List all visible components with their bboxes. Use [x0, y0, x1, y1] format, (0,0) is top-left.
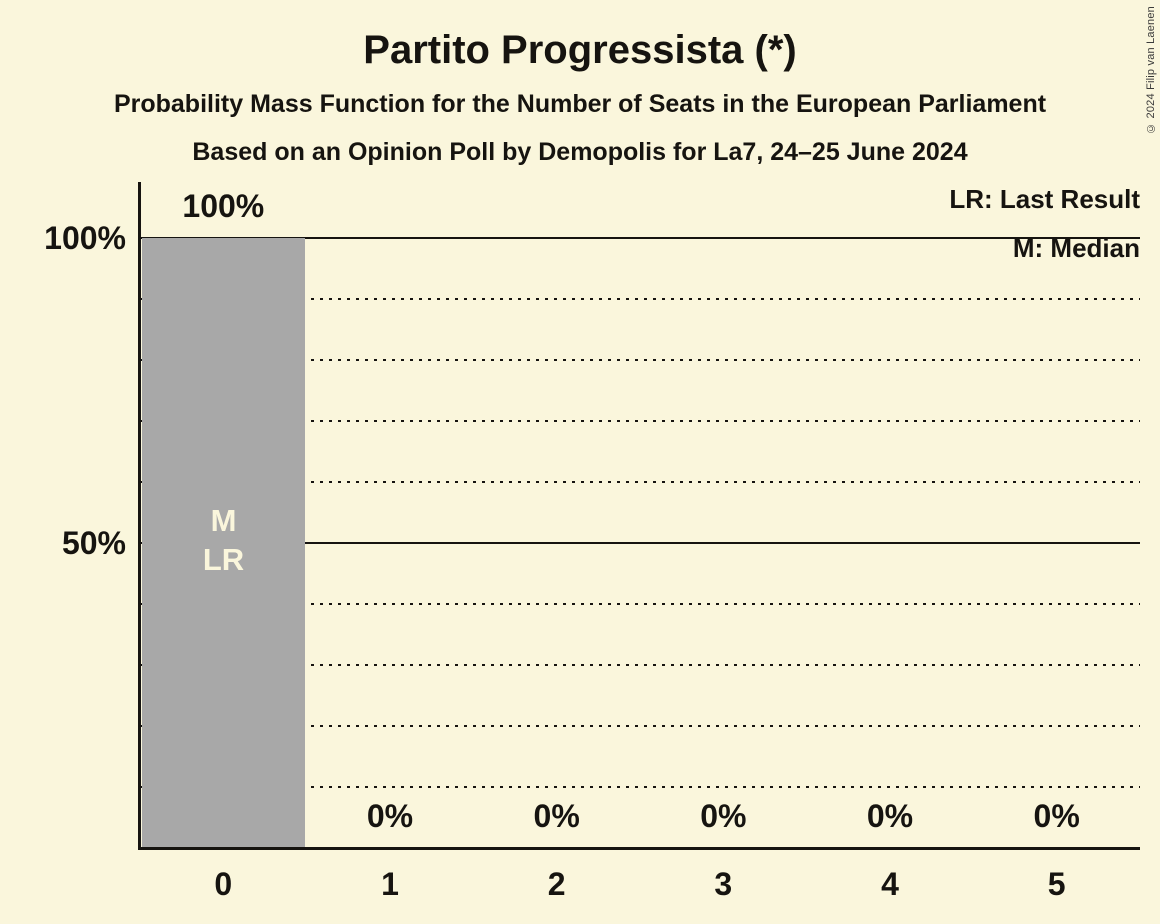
y-axis-line — [138, 182, 141, 850]
chart-subtitle-2: Based on an Opinion Poll by Demopolis fo… — [192, 138, 968, 166]
bar-annotation-m: M — [210, 502, 237, 538]
copyright-notice: © 2024 Filip van Laenen — [1145, 6, 1157, 134]
bar-value-label-5: 0% — [1033, 798, 1080, 834]
gridline-dotted-90 — [140, 298, 1140, 300]
x-axis-line — [138, 847, 1140, 850]
x-tick-label-5: 5 — [1047, 866, 1066, 902]
bar-value-label-3: 0% — [700, 798, 747, 834]
bar-value-label-0: 100% — [182, 188, 265, 224]
y-tick-label-100: 100% — [44, 220, 126, 256]
bar-annotation-block: M LR — [142, 501, 305, 579]
chart-title: Partito Progressista (*) — [363, 28, 797, 72]
gridline-dotted-20 — [140, 725, 1140, 727]
gridline-dotted-10 — [140, 786, 1140, 788]
x-tick-label-0: 0 — [214, 866, 233, 902]
x-tick-label-2: 2 — [547, 866, 566, 902]
bar-value-label-4: 0% — [866, 798, 914, 834]
gridline-dotted-30 — [140, 664, 1140, 666]
gridline-dotted-40 — [140, 603, 1140, 605]
gridline-dotted-70 — [140, 420, 1140, 422]
legend-item-median: M: Median — [1012, 233, 1140, 263]
y-tick-label-50: 50% — [61, 525, 126, 561]
legend-item-last-result: LR: Last Result — [949, 184, 1140, 214]
x-tick-label-4: 4 — [881, 866, 899, 902]
gridline-solid-50 — [140, 542, 1140, 544]
gridline-solid-100 — [140, 237, 1140, 239]
legend: LR: Last Result M: Median — [949, 184, 1140, 263]
bar-value-label-2: 0% — [533, 798, 580, 834]
x-tick-label-1: 1 — [381, 866, 399, 902]
plot-area: M LR 100% 0% 0% 0% 0% 0% — [140, 182, 1140, 848]
bar-0: M LR — [142, 238, 305, 848]
x-tick-label-3: 3 — [714, 866, 733, 902]
gridline-dotted-80 — [140, 359, 1140, 361]
gridline-dotted-60 — [140, 481, 1140, 483]
bar-value-label-1: 0% — [366, 798, 414, 834]
chart-subtitle-1: Probability Mass Function for the Number… — [113, 90, 1047, 118]
bar-annotation-lr: LR — [202, 541, 245, 577]
